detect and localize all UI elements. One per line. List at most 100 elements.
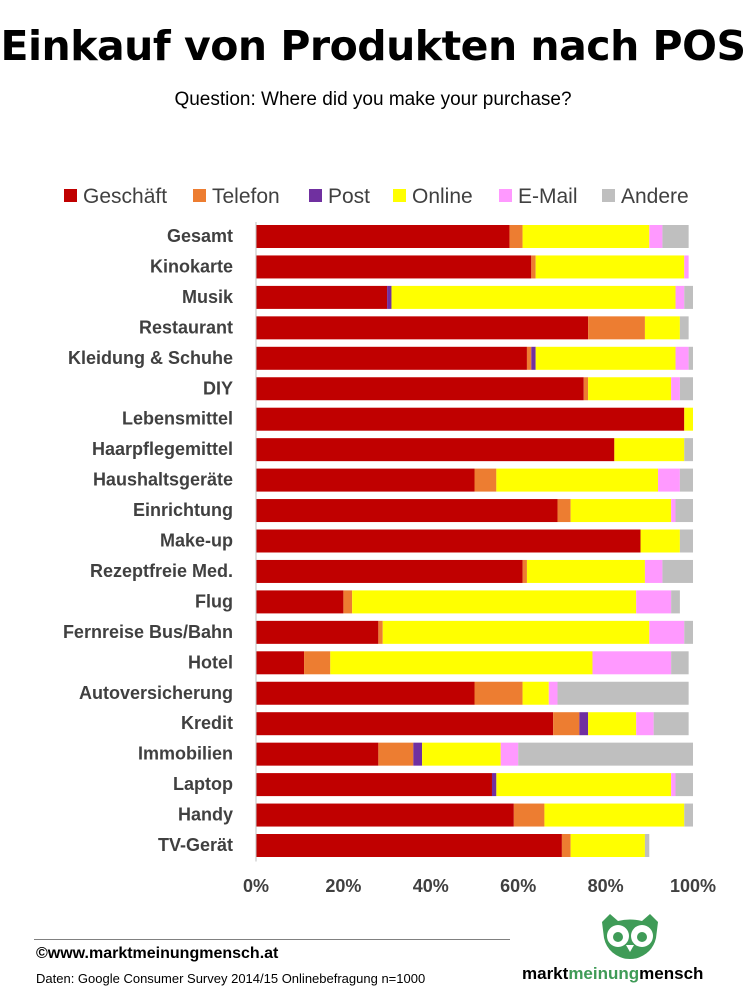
- logo-wordmark: marktmeinungmensch: [522, 964, 744, 984]
- bar-segment-e-mail: [649, 620, 685, 644]
- bar-segment-geschäft: [256, 438, 615, 462]
- bar-segment-andere: [671, 651, 689, 675]
- bar-segment-geschäft: [256, 316, 589, 340]
- category-label: Hotel: [188, 652, 233, 672]
- bar-segment-e-mail: [684, 255, 689, 279]
- bar-segment-telefon: [509, 225, 523, 248]
- category-label: Immobilien: [138, 744, 233, 764]
- bar-segment-andere: [653, 712, 689, 736]
- bar-segment-geschäft: [256, 651, 305, 675]
- bar-segment-andere: [662, 559, 693, 583]
- bar-segment-online: [422, 742, 501, 766]
- bar-segment-online: [640, 529, 680, 553]
- bar-segment-telefon: [531, 255, 536, 279]
- bar-segment-online: [570, 499, 672, 523]
- bar-segment-telefon: [343, 590, 353, 614]
- bar-segment-online: [535, 346, 676, 370]
- bar-segment-telefon: [526, 346, 532, 370]
- x-tick-label: 60%: [500, 876, 536, 896]
- bar-segment-telefon: [474, 681, 523, 705]
- bar-segment-telefon: [522, 559, 527, 583]
- category-label: Musik: [182, 287, 234, 307]
- bar-segment-geschäft: [256, 681, 475, 705]
- category-label: Restaurant: [139, 317, 233, 337]
- bar-segment-e-mail: [649, 225, 663, 248]
- bar-segment-online: [522, 681, 549, 705]
- bar-segment-andere: [675, 499, 693, 523]
- bar-segment-e-mail: [592, 651, 672, 675]
- bar-segment-online: [330, 651, 593, 675]
- bar-segment-e-mail: [636, 712, 654, 736]
- category-label: Einrichtung: [133, 500, 233, 520]
- bar-segment-telefon: [588, 316, 645, 340]
- x-tick-label: 80%: [588, 876, 624, 896]
- bar-segment-online: [391, 285, 676, 309]
- bar-segment-telefon: [583, 377, 589, 401]
- category-label: Handy: [178, 805, 233, 825]
- bar-segment-andere: [662, 225, 689, 248]
- bar-segment-online: [496, 468, 659, 492]
- bar-segment-e-mail: [671, 499, 676, 523]
- bar-segment-e-mail: [671, 773, 676, 797]
- legend-label-telefon: Telefon: [212, 185, 280, 208]
- footer-divider: [34, 939, 510, 940]
- category-label: Autoversicherung: [79, 683, 233, 703]
- category-label: DIY: [203, 378, 233, 398]
- bar-segment-andere: [644, 834, 650, 857]
- bar-segment-geschäft: [256, 742, 379, 766]
- category-label: Gesamt: [167, 226, 233, 246]
- bar-segment-telefon: [378, 742, 414, 766]
- bar-segment-andere: [684, 438, 693, 462]
- bar-segment-post: [413, 742, 423, 766]
- bar-segment-post: [579, 712, 589, 736]
- bar-segment-geschäft: [256, 712, 554, 736]
- bar-segment-geschäft: [256, 255, 532, 279]
- bar-segment-geschäft: [256, 407, 685, 431]
- bar-segment-post: [491, 773, 497, 797]
- logo-word-mensch: mensch: [639, 964, 704, 983]
- bar-segment-online: [382, 620, 650, 644]
- chart-legend: Geschäft Telefon Post Online E-Mail Andere: [64, 185, 689, 208]
- bar-segment-geschäft: [256, 834, 562, 857]
- legend-swatch-post: [309, 189, 322, 202]
- bar-segment-online: [535, 255, 685, 279]
- bar-segment-e-mail: [675, 346, 689, 370]
- bar-segment-andere: [679, 316, 689, 340]
- bar-segment-geschäft: [256, 803, 514, 827]
- chart-title: Einkauf von Produkten nach POS: [0, 22, 746, 70]
- bar-segment-telefon: [513, 803, 545, 827]
- bar-segment-andere: [557, 681, 689, 705]
- legend-label-e-mail: E-Mail: [518, 185, 578, 208]
- category-label: Flug: [195, 591, 233, 611]
- x-tick-label: 20%: [325, 876, 361, 896]
- bar-segment-e-mail: [548, 681, 558, 705]
- category-label: Fernreise Bus/Bahn: [63, 622, 233, 642]
- legend-label-andere: Andere: [621, 185, 689, 208]
- bar-segment-online: [644, 316, 680, 340]
- legend-swatch-online: [393, 189, 406, 202]
- bar-segment-geschäft: [256, 620, 379, 644]
- company-logo: marktmeinungmensch: [522, 912, 744, 996]
- bar-segment-e-mail: [675, 285, 685, 309]
- bar-segment-andere: [679, 377, 693, 401]
- bar-segment-telefon: [557, 499, 571, 523]
- bar-segment-geschäft: [256, 377, 584, 401]
- bar-segment-online: [588, 712, 637, 736]
- legend-label-geschäft: Geschäft: [83, 185, 167, 208]
- bar-segment-geschäft: [256, 590, 344, 614]
- bar-segment-online: [684, 407, 693, 431]
- bar-segment-geschäft: [256, 529, 641, 553]
- bar-segment-andere: [679, 529, 693, 553]
- x-tick-label: 100%: [670, 876, 716, 896]
- bar-segment-andere: [688, 346, 693, 370]
- category-label: TV-Gerät: [158, 835, 233, 855]
- bar-segment-andere: [684, 803, 693, 827]
- bar-segment-online: [522, 225, 650, 248]
- bar-segment-e-mail: [500, 742, 519, 766]
- bar-segment-online: [544, 803, 685, 827]
- category-label: Lebensmittel: [122, 409, 233, 429]
- x-tick-label: 40%: [413, 876, 449, 896]
- category-label: Haushaltsgeräte: [93, 470, 233, 490]
- legend-swatch-e-mail: [499, 189, 512, 202]
